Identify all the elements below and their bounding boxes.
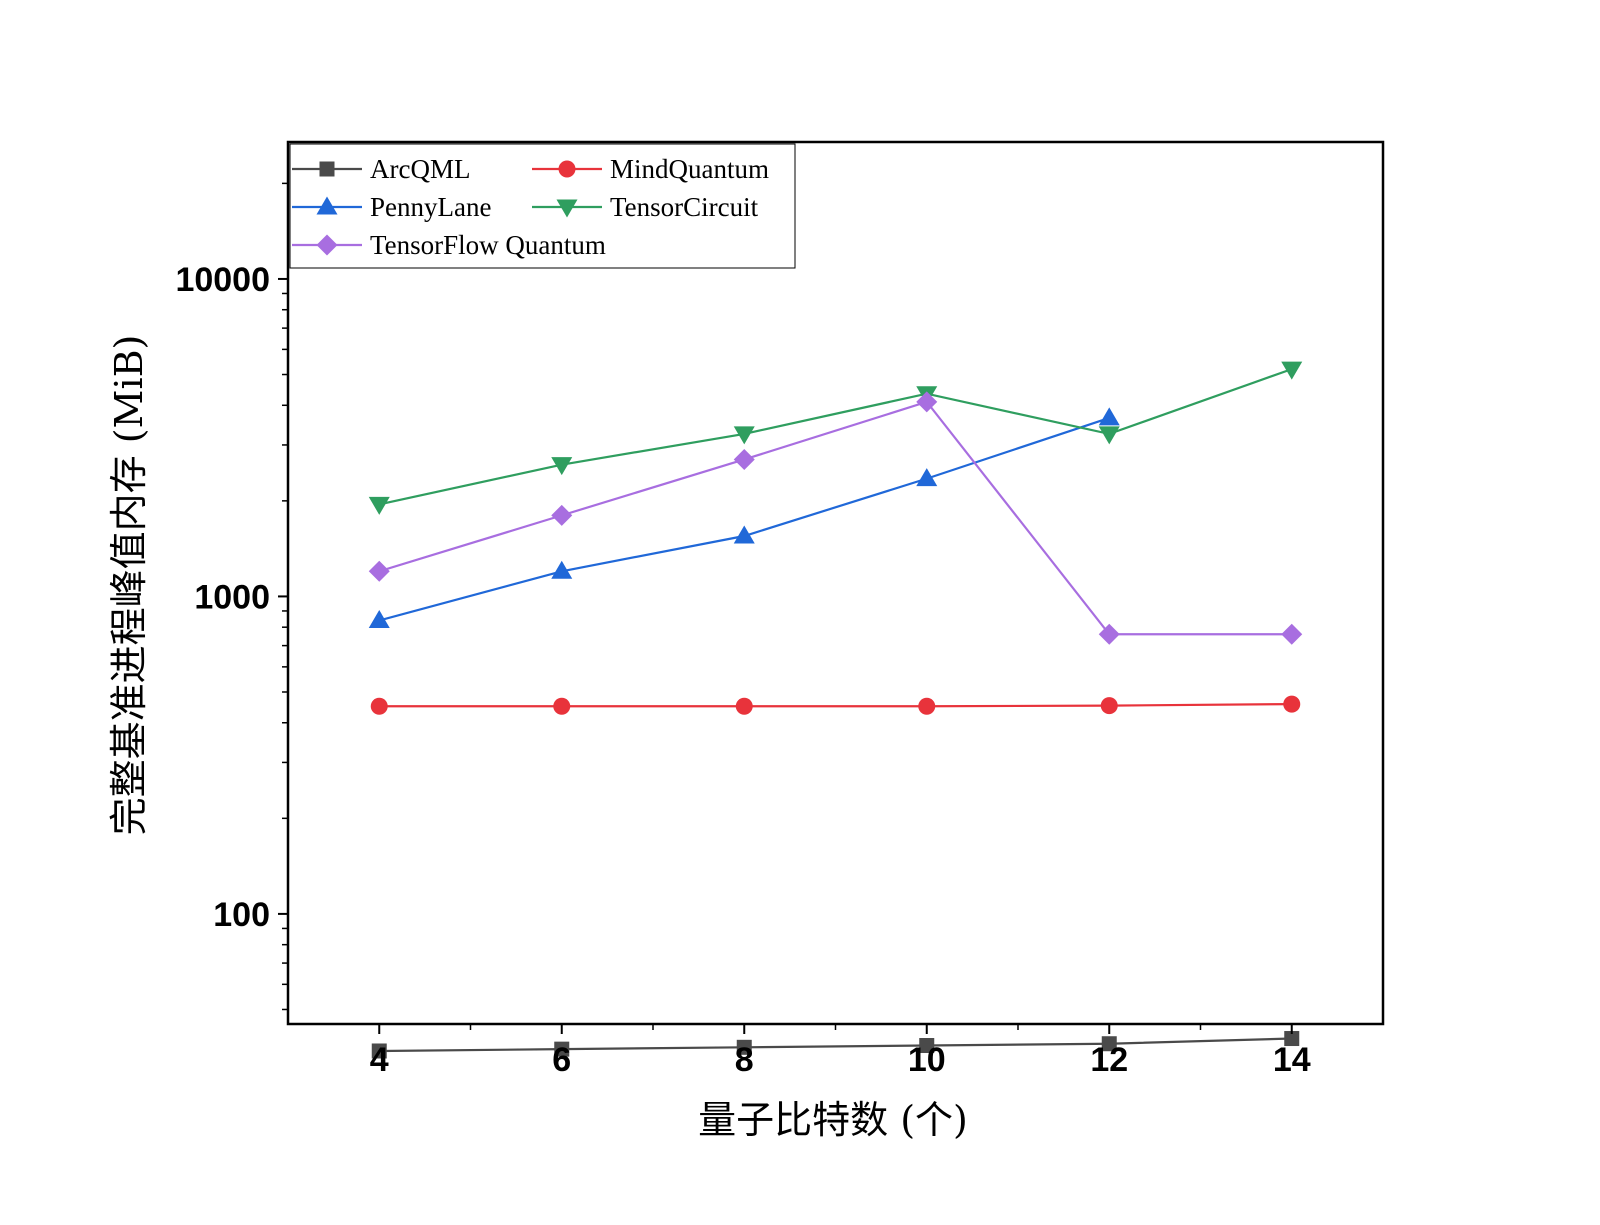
legend-marker-tensorflow-quantum	[316, 234, 338, 256]
legend-marker-tensorcircuit	[556, 199, 578, 218]
data-point-mindquantum	[1100, 697, 1118, 715]
data-point-mindquantum	[918, 697, 936, 715]
x-tick-label: 12	[1090, 1041, 1128, 1079]
data-point-mindquantum	[1283, 695, 1301, 713]
plot-area	[368, 361, 1303, 1059]
data-point-pennylane	[368, 609, 390, 628]
series-tensorcircuit	[368, 361, 1303, 515]
legend-marker-mindquantum	[558, 160, 576, 178]
legend-label: PennyLane	[370, 192, 491, 222]
data-point-mindquantum	[370, 697, 388, 715]
data-point-pennylane	[1098, 407, 1120, 426]
legend-marker-arcqml	[319, 161, 335, 177]
legend-label: ArcQML	[370, 154, 470, 184]
legend-item-mindquantum: MindQuantum	[532, 154, 769, 184]
series-pennylane	[368, 407, 1120, 628]
data-point-arcqml	[1284, 1031, 1300, 1047]
data-point-arcqml	[736, 1039, 752, 1055]
data-point-tensorcircuit	[368, 496, 390, 515]
data-point-pennylane	[551, 560, 573, 579]
legend-item-tensorflow-quantum: TensorFlow Quantum	[292, 230, 606, 260]
y-axis-title: 完整基准进程峰值内存 (MiB)	[107, 335, 151, 836]
data-point-tensorcircuit	[551, 457, 573, 476]
legend: ArcQML MindQuantum PennyLane TensorCircuitT…	[289, 143, 796, 269]
series-mindquantum	[370, 695, 1301, 715]
data-point-tensorflow-quantum	[368, 560, 390, 582]
series-line-arcqml	[379, 1037, 1292, 1053]
data-point-tensorcircuit	[1281, 361, 1303, 380]
data-point-tensorflow-quantum	[733, 448, 755, 470]
data-point-tensorflow-quantum	[1098, 623, 1120, 645]
legend-marker-pennylane	[316, 196, 338, 215]
legend-item-tensorcircuit: TensorCircuit	[532, 192, 759, 222]
legend-item-pennylane: PennyLane	[292, 192, 491, 222]
data-point-pennylane	[733, 525, 755, 544]
x-tick-label: 8	[735, 1041, 754, 1079]
data-point-arcqml	[371, 1043, 387, 1059]
plot-frame	[286, 140, 1385, 1026]
y-tick-label: 1000	[194, 578, 270, 616]
series-line-pennylane	[378, 416, 1110, 622]
data-point-tensorflow-quantum	[551, 504, 573, 526]
data-point-mindquantum	[735, 697, 753, 715]
legend-label: MindQuantum	[610, 154, 769, 184]
legend-label: TensorFlow Quantum	[370, 230, 606, 260]
x-tick-label: 10	[908, 1041, 946, 1079]
data-point-mindquantum	[553, 697, 571, 715]
data-point-arcqml	[919, 1038, 935, 1054]
series-line-tensorflow-quantum	[378, 400, 1292, 636]
legend-label: TensorCircuit	[610, 192, 759, 222]
y-tick-label: 10000	[175, 261, 270, 299]
data-point-arcqml	[554, 1041, 570, 1057]
x-tick-label: 6	[552, 1041, 571, 1079]
series-arcqml	[371, 1031, 1300, 1059]
x-axis-title: 量子比特数 (个)	[698, 1098, 968, 1142]
data-point-tensorflow-quantum	[916, 391, 938, 413]
data-point-arcqml	[1101, 1036, 1117, 1052]
legend-item-arcqml: ArcQML	[292, 154, 470, 184]
data-point-tensorcircuit	[1098, 426, 1120, 445]
x-tick-label: 14	[1273, 1041, 1311, 1079]
series-line-tensorcircuit	[379, 368, 1293, 506]
series-line-mindquantum	[379, 702, 1292, 708]
data-point-tensorcircuit	[733, 426, 755, 445]
axes: 4 6 8 10 12 14 100 1000 10000	[175, 140, 1385, 1079]
series-tensorflow-quantum	[368, 391, 1303, 645]
data-point-tensorflow-quantum	[1281, 623, 1303, 645]
x-tick-label: 4	[370, 1041, 389, 1079]
y-tick-label: 100	[213, 896, 270, 934]
data-point-pennylane	[916, 468, 938, 487]
